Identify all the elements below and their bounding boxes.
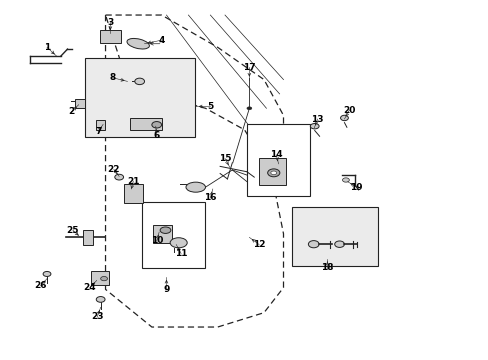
Bar [85,58,194,137]
Ellipse shape [170,238,187,248]
Ellipse shape [310,123,319,129]
Text: 15: 15 [218,154,231,163]
Ellipse shape [101,276,107,281]
Bar [96,120,104,130]
Text: 8: 8 [109,73,116,82]
Text: 12: 12 [252,240,265,249]
Ellipse shape [185,182,205,192]
Text: 14: 14 [269,150,282,159]
Ellipse shape [127,39,149,49]
Ellipse shape [340,115,347,121]
Text: 23: 23 [91,312,103,321]
Text: 24: 24 [83,283,96,292]
Ellipse shape [115,174,123,180]
Text: 13: 13 [311,114,323,123]
Ellipse shape [270,171,276,175]
Bar [91,271,109,285]
Bar [292,207,377,266]
Bar [142,202,205,268]
Text: 6: 6 [153,131,160,140]
Bar [82,230,93,244]
Bar [259,158,285,185]
Text: 17: 17 [243,63,255,72]
Bar [153,225,172,243]
Text: 25: 25 [66,226,79,235]
Text: 9: 9 [163,285,169,294]
Text: 2: 2 [68,107,74,116]
Text: 4: 4 [158,36,164,45]
Ellipse shape [152,122,161,128]
Bar [130,118,161,130]
Text: 20: 20 [343,105,355,114]
Bar [100,30,121,43]
Ellipse shape [160,227,170,233]
Text: 3: 3 [107,18,113,27]
Text: 5: 5 [207,102,213,111]
Bar [75,99,84,108]
Bar [124,184,142,203]
Ellipse shape [334,241,344,247]
Text: 18: 18 [321,264,333,273]
Text: 21: 21 [127,176,139,185]
Ellipse shape [135,78,144,85]
Text: 1: 1 [44,43,50,52]
Text: 16: 16 [203,193,216,202]
Text: 11: 11 [175,249,187,258]
Text: 7: 7 [95,127,101,136]
Bar [246,125,310,196]
Text: 22: 22 [107,165,120,174]
Ellipse shape [96,297,105,302]
Text: 19: 19 [349,183,362,192]
Text: 26: 26 [34,281,47,290]
Ellipse shape [308,240,319,248]
Text: 10: 10 [150,237,163,246]
Ellipse shape [246,107,251,110]
Ellipse shape [43,271,51,276]
Ellipse shape [342,178,348,182]
Ellipse shape [267,169,279,177]
